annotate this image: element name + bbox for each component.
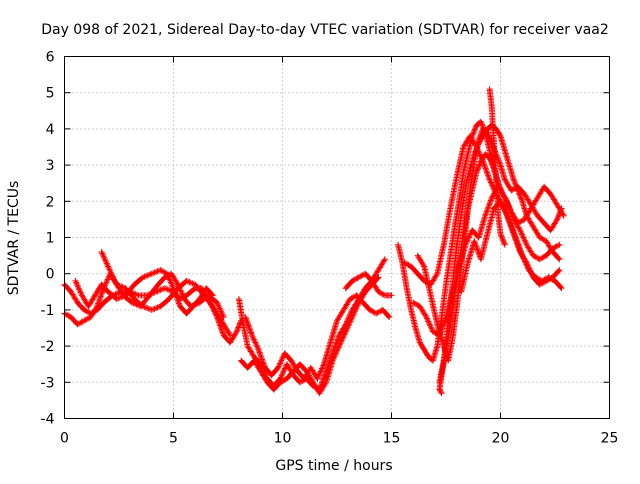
data-point-markers xyxy=(242,292,393,382)
data-points-layer xyxy=(61,86,567,397)
data-series xyxy=(98,249,227,321)
x-tick-label: 15 xyxy=(383,431,401,447)
y-tick-label: 5 xyxy=(46,86,55,102)
y-tick-label: -4 xyxy=(41,412,55,428)
data-point-markers xyxy=(436,151,502,397)
data-series xyxy=(436,151,502,397)
y-tick-label: 1 xyxy=(46,231,55,247)
chart-title: Day 098 of 2021, Sidereal Day-to-day VTE… xyxy=(41,22,609,38)
data-point-markers xyxy=(458,198,563,295)
y-tick-label: 2 xyxy=(46,194,55,210)
y-tick-label: -2 xyxy=(41,339,55,355)
data-point-markers xyxy=(72,267,216,317)
data-series xyxy=(242,292,393,382)
x-tick-label: 0 xyxy=(60,431,69,447)
grid-layer xyxy=(64,56,610,419)
y-tick-label: 4 xyxy=(46,122,55,138)
x-tick-label: 5 xyxy=(169,431,178,447)
data-series xyxy=(72,267,216,317)
y-tick-label: 3 xyxy=(46,158,55,174)
x-tick-label: 20 xyxy=(492,431,510,447)
data-series xyxy=(342,270,395,299)
y-axis-title: SDTVAR / TECUs xyxy=(6,181,22,296)
y-tick-label: -3 xyxy=(41,375,55,391)
data-point-markers xyxy=(342,270,395,299)
x-tick-label: 10 xyxy=(274,431,292,447)
y-tick-label: 6 xyxy=(46,50,55,66)
y-tick-labels: -4 -3 -2 -1 0 1 2 3 4 5 6 xyxy=(41,50,55,428)
x-tick-labels: 0 5 10 15 20 25 xyxy=(60,431,618,447)
data-series xyxy=(458,198,563,295)
x-axis-title: GPS time / hours xyxy=(275,458,392,474)
data-point-markers xyxy=(98,249,227,321)
y-tick-label: -1 xyxy=(41,303,55,319)
tick-layer xyxy=(64,56,610,419)
y-tick-label: 0 xyxy=(46,267,55,283)
x-tick-label: 25 xyxy=(601,431,619,447)
